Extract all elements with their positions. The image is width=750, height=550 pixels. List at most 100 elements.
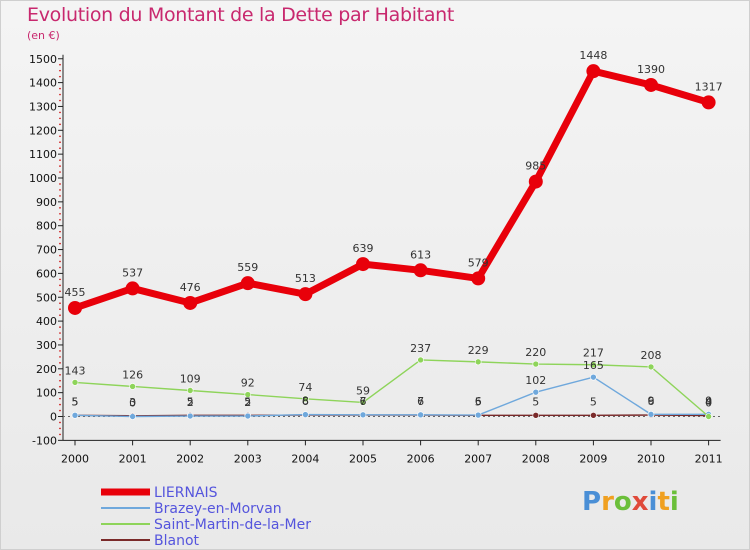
data-label: 74 — [298, 381, 312, 394]
y-tick-label: 600 — [36, 267, 57, 280]
data-label: 59 — [356, 384, 370, 397]
proxiti-logo: Proxiti — [582, 487, 679, 517]
data-label: 5 — [72, 395, 79, 408]
data-label: 537 — [122, 266, 143, 279]
data-point — [701, 95, 716, 110]
data-label: 613 — [410, 248, 431, 261]
data-label: 5 — [475, 395, 482, 408]
data-point — [68, 300, 82, 315]
data-label: 143 — [65, 364, 86, 377]
data-point — [417, 411, 424, 419]
data-label: 165 — [583, 359, 604, 372]
y-minor-tick — [59, 260, 61, 263]
y-minor-tick — [59, 236, 61, 239]
y-minor-tick — [59, 427, 61, 430]
data-point — [532, 412, 540, 419]
x-tick-label: 2009 — [579, 452, 607, 465]
y-tick-label: 700 — [36, 244, 57, 257]
series-line — [74, 376, 709, 418]
y-minor-tick — [59, 230, 61, 233]
y-minor-tick — [59, 218, 61, 221]
chart-axes: -100010020030040050060070080090010001100… — [29, 53, 723, 466]
data-label: 8 — [302, 395, 309, 408]
data-label: 217 — [583, 347, 604, 360]
data-point — [590, 361, 597, 369]
y-minor-tick — [59, 409, 61, 412]
data-label: 2 — [244, 396, 251, 409]
data-point — [298, 287, 313, 302]
x-tick-label: 2003 — [234, 452, 262, 465]
y-minor-tick — [59, 278, 61, 281]
y-minor-tick — [59, 183, 61, 185]
y-tick-label: 800 — [36, 220, 57, 233]
series-saint-martin-de-la-mer — [71, 356, 712, 420]
y-minor-tick — [59, 338, 61, 340]
legend-label: Blanot — [154, 533, 200, 549]
data-point — [302, 395, 309, 403]
data-label: 6 — [648, 395, 655, 408]
x-tick-label: 2011 — [695, 452, 723, 465]
y-minor-tick — [59, 207, 61, 209]
legend-label: Brazey-en-Morvan — [154, 501, 282, 517]
data-point — [417, 356, 424, 364]
data-point — [359, 411, 367, 419]
y-minor-tick — [59, 356, 61, 358]
y-tick-label: 400 — [36, 315, 57, 328]
y-minor-tick — [59, 159, 61, 161]
data-label: 559 — [237, 261, 258, 274]
y-minor-tick — [59, 326, 61, 328]
y-tick-label: 1100 — [29, 148, 57, 161]
series-liernais — [68, 64, 716, 315]
y-minor-tick — [59, 284, 61, 287]
y-minor-tick — [59, 362, 61, 364]
data-point — [644, 77, 658, 92]
y-minor-tick — [59, 111, 61, 114]
y-minor-tick — [59, 171, 61, 173]
y-minor-tick — [59, 373, 61, 376]
data-point — [647, 363, 655, 371]
y-tick-label: 500 — [36, 291, 57, 304]
y-tick-label: 1000 — [29, 172, 57, 185]
y-tick-label: 1300 — [29, 100, 57, 113]
data-label: 476 — [180, 281, 201, 294]
data-label: 220 — [525, 346, 546, 359]
data-label: 7 — [360, 395, 367, 408]
x-tick-label: 2008 — [522, 452, 550, 465]
data-label: 579 — [468, 256, 489, 269]
x-tick-label: 2007 — [464, 452, 492, 465]
y-minor-tick — [59, 314, 61, 316]
data-point — [244, 391, 252, 398]
data-point — [244, 412, 252, 420]
legend-label: Saint-Martin-de-la-Mer — [154, 517, 311, 533]
y-minor-tick — [59, 135, 61, 138]
y-minor-tick — [59, 266, 61, 269]
data-point — [532, 388, 540, 396]
y-minor-tick — [59, 87, 61, 90]
y-minor-tick — [59, 69, 61, 72]
data-label: 237 — [410, 342, 431, 355]
data-label: 6 — [475, 395, 482, 408]
data-label: 92 — [241, 377, 255, 390]
chart-unit-label: (en €) — [27, 29, 60, 42]
y-minor-tick — [59, 403, 61, 406]
series-line — [73, 67, 710, 312]
data-point — [590, 412, 597, 419]
data-label: 5 — [187, 395, 194, 408]
chart-legend: LIERNAISBrazey-en-MorvanSaint-Martin-de-… — [101, 485, 311, 549]
data-label: 3 — [129, 396, 136, 409]
y-tick-label: 1200 — [29, 124, 57, 137]
y-tick-label: -100 — [32, 434, 57, 447]
data-point — [474, 411, 482, 419]
data-label: 1390 — [637, 63, 665, 76]
x-tick-label: 2000 — [61, 452, 89, 465]
y-minor-tick — [59, 385, 61, 388]
y-minor-tick — [59, 212, 61, 215]
data-point — [129, 413, 136, 420]
legend-label: LIERNAIS — [154, 485, 218, 501]
data-label: 0 — [129, 397, 136, 410]
data-label: 126 — [122, 368, 143, 381]
y-minor-tick — [59, 147, 61, 149]
